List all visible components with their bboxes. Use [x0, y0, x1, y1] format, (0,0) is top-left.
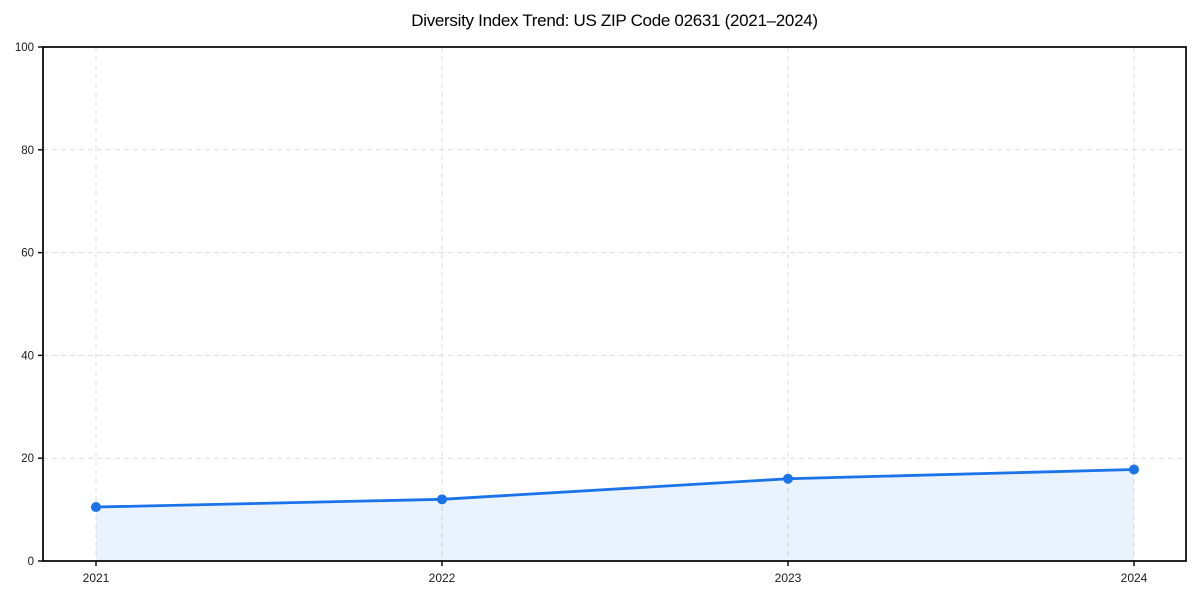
- y-tick-label: 40: [21, 350, 34, 362]
- area-fill: [96, 469, 1134, 561]
- y-tick-label: 20: [21, 453, 34, 465]
- x-tick-label: 2022: [429, 571, 456, 585]
- y-tick-label: 60: [21, 248, 34, 260]
- x-tick-label: 2023: [775, 571, 802, 585]
- data-point-marker: [1129, 464, 1139, 475]
- y-tick-label: 0: [28, 556, 34, 568]
- trend-line: [94, 468, 1136, 509]
- data-point-marker: [91, 502, 101, 513]
- data-point-marker: [783, 473, 793, 484]
- chart-title: Diversity Index Trend: US ZIP Code 02631…: [411, 11, 818, 30]
- x-tick-label: 2021: [83, 571, 110, 585]
- data-point-marker: [437, 494, 447, 505]
- y-tick-label: 100: [15, 42, 34, 54]
- plot-border: [42, 46, 1187, 562]
- x-tick-label: 2024: [1121, 571, 1148, 585]
- y-tick-label: 80: [21, 145, 34, 157]
